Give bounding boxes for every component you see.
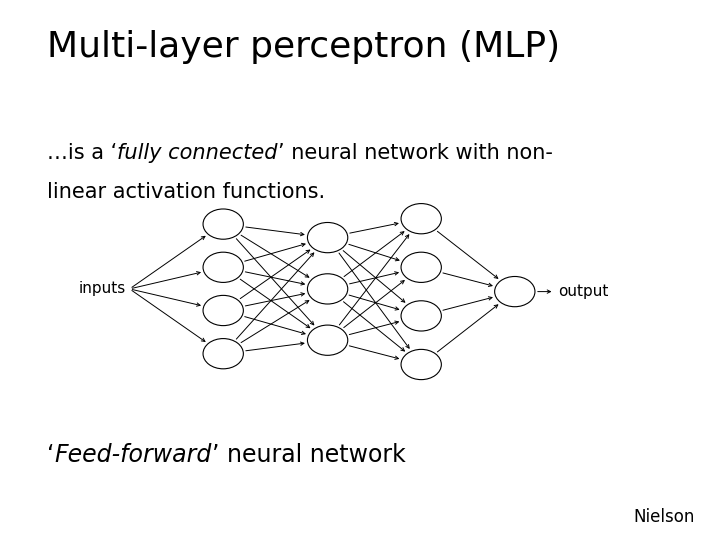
Text: ’ neural network with non-: ’ neural network with non- <box>277 143 552 163</box>
Circle shape <box>203 339 243 369</box>
Circle shape <box>495 276 535 307</box>
Circle shape <box>401 204 441 234</box>
Circle shape <box>307 274 348 304</box>
Circle shape <box>401 252 441 282</box>
Circle shape <box>203 209 243 239</box>
Circle shape <box>307 325 348 355</box>
Text: fully connected: fully connected <box>117 143 277 163</box>
Text: Nielson: Nielson <box>634 509 695 526</box>
Circle shape <box>203 295 243 326</box>
Circle shape <box>401 301 441 331</box>
Text: ’ neural network: ’ neural network <box>212 443 405 467</box>
Text: linear activation functions.: linear activation functions. <box>47 182 325 202</box>
Text: Multi-layer perceptron (MLP): Multi-layer perceptron (MLP) <box>47 30 560 64</box>
Circle shape <box>401 349 441 380</box>
Circle shape <box>307 222 348 253</box>
Text: Feed-forward: Feed-forward <box>54 443 212 467</box>
Text: output: output <box>558 284 608 299</box>
Circle shape <box>203 252 243 282</box>
Text: …is a ‘: …is a ‘ <box>47 143 117 163</box>
Text: ‘: ‘ <box>47 443 54 467</box>
Text: inputs: inputs <box>78 281 126 296</box>
